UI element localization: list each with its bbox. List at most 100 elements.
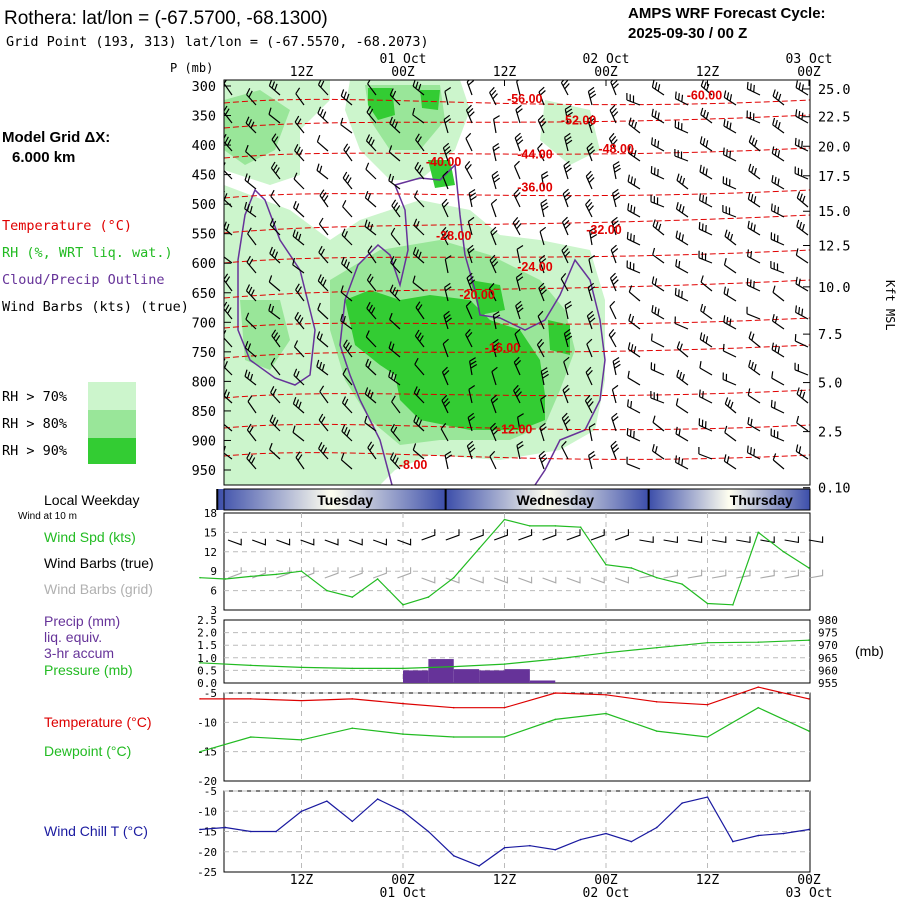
wind-barb: [585, 198, 594, 218]
wind-barb: [465, 328, 473, 348]
wind-barb: [651, 305, 665, 320]
pressure-tick-label-right: 970: [818, 639, 838, 652]
wind-barb: [293, 172, 305, 190]
wind-barb: [795, 305, 809, 320]
wind-chill-line-point: [503, 846, 506, 849]
height-tick-label: 7.5: [818, 327, 842, 343]
wind-barb: [587, 282, 596, 302]
wind-barb: [515, 272, 524, 292]
wind-barb: [444, 87, 452, 106]
wind-barb: [796, 415, 809, 432]
wind-barb: [608, 329, 617, 348]
wind-barb: [771, 175, 785, 190]
wind-barb: [443, 310, 452, 330]
precip-bar: [453, 669, 480, 683]
wind-barbs-true-legend: Wind Barbs (true): [44, 555, 154, 571]
wind-barb: [627, 203, 641, 218]
top-hour-label: 00Z: [594, 65, 618, 80]
wind-barb: [723, 454, 737, 470]
wind-barb: [366, 105, 377, 124]
wind-speed-line-point: [782, 551, 785, 553]
wind-barb: [269, 442, 281, 460]
wind-barb: [292, 257, 305, 274]
height-tick-label: 17.5: [818, 169, 851, 185]
pressure-line-point: [402, 667, 404, 670]
height-tick-label: 10.0: [818, 280, 851, 296]
surface-wind-barb: [445, 576, 460, 584]
wind-barb: [340, 89, 353, 106]
pressure-tick-label: 500: [192, 197, 216, 213]
wind-barb: [770, 399, 785, 414]
wind-barb: [388, 173, 401, 190]
wind-barb: [468, 385, 476, 404]
wind-barb: [770, 428, 785, 442]
isotherm-label: -24.00: [517, 260, 552, 274]
pressure-line-point: [757, 641, 760, 643]
wind-chill-line-point: [605, 832, 607, 835]
wind-barb: [650, 333, 665, 348]
precip-bar: [428, 659, 454, 683]
wind-barb: [464, 161, 473, 180]
wind-chill-line-point: [529, 844, 531, 847]
cross-section-frame: [223, 79, 811, 486]
wind-barb: [748, 359, 761, 376]
wind-chill-line-point: [199, 828, 201, 831]
wind-barb: [652, 247, 665, 264]
wind-barb: [342, 171, 353, 190]
height-tick-label: 5.0: [818, 376, 842, 392]
y-tick-label: -5: [204, 785, 217, 798]
surface-wind-barb: [808, 536, 824, 544]
wind-barb: [724, 397, 737, 414]
wind-chill-line-point: [402, 810, 404, 813]
wind-barb: [517, 413, 524, 432]
wind-barb: [343, 339, 353, 358]
wind-chill-line-point: [376, 798, 379, 800]
wind-barb: [413, 218, 425, 236]
wind-barb: [342, 367, 353, 386]
dewpoint-line-point: [199, 750, 201, 753]
wind-barb: [609, 272, 619, 292]
wind-barb: [561, 244, 571, 264]
isotherm-line: [224, 452, 810, 460]
wind-speed-line-point: [351, 596, 354, 598]
wind-barb: [295, 87, 305, 106]
wind-barb: [770, 232, 785, 246]
temperature-line-point: [605, 693, 607, 696]
wind-barb: [367, 80, 377, 96]
wind-barb: [414, 357, 425, 376]
wind-barb: [722, 147, 737, 162]
height-tick-label: 25.0: [818, 82, 851, 98]
rh70-swatch: [88, 382, 136, 410]
wind-barb: [412, 246, 425, 264]
wind-barb: [626, 428, 641, 442]
wind-barb: [539, 226, 547, 246]
wind-barb: [340, 313, 353, 330]
wind-barb: [465, 132, 473, 152]
isotherm-line: [224, 214, 810, 234]
isotherm-label: -44.00: [517, 147, 552, 161]
bottom-hour-label: 00Z: [797, 873, 821, 888]
wind-barb: [488, 282, 497, 302]
pressure-tick-label: 650: [192, 286, 216, 302]
wind-barb: [270, 386, 281, 404]
wind-barb: [794, 334, 809, 348]
wind-barb: [492, 311, 501, 330]
y-tick-label: -15: [197, 826, 217, 839]
wind-chill-panel: Wind Chill T (°C) -25 -20 -15 -10 -5: [44, 785, 811, 879]
wind-barb: [746, 81, 761, 96]
wind-barb: [316, 331, 329, 348]
surface-wind-barb: [760, 569, 775, 579]
surface-wind-barb: [469, 576, 484, 584]
pressure-tick-label: 350: [192, 109, 216, 125]
wind-barb: [628, 285, 641, 302]
surface-wind-barb: [784, 536, 799, 544]
wind-barb: [294, 311, 305, 330]
surface-wind-barb: [736, 536, 751, 544]
pressure-axis: 300 350 400 450 500 550 600 650 700 750 800 850 900 9…: [192, 79, 231, 479]
wind-barb: [341, 396, 353, 414]
wind-barb: [562, 188, 572, 208]
wind-barb: [268, 80, 281, 96]
wind-barb: [244, 369, 257, 386]
isotherm-label: -12.00: [497, 423, 532, 437]
